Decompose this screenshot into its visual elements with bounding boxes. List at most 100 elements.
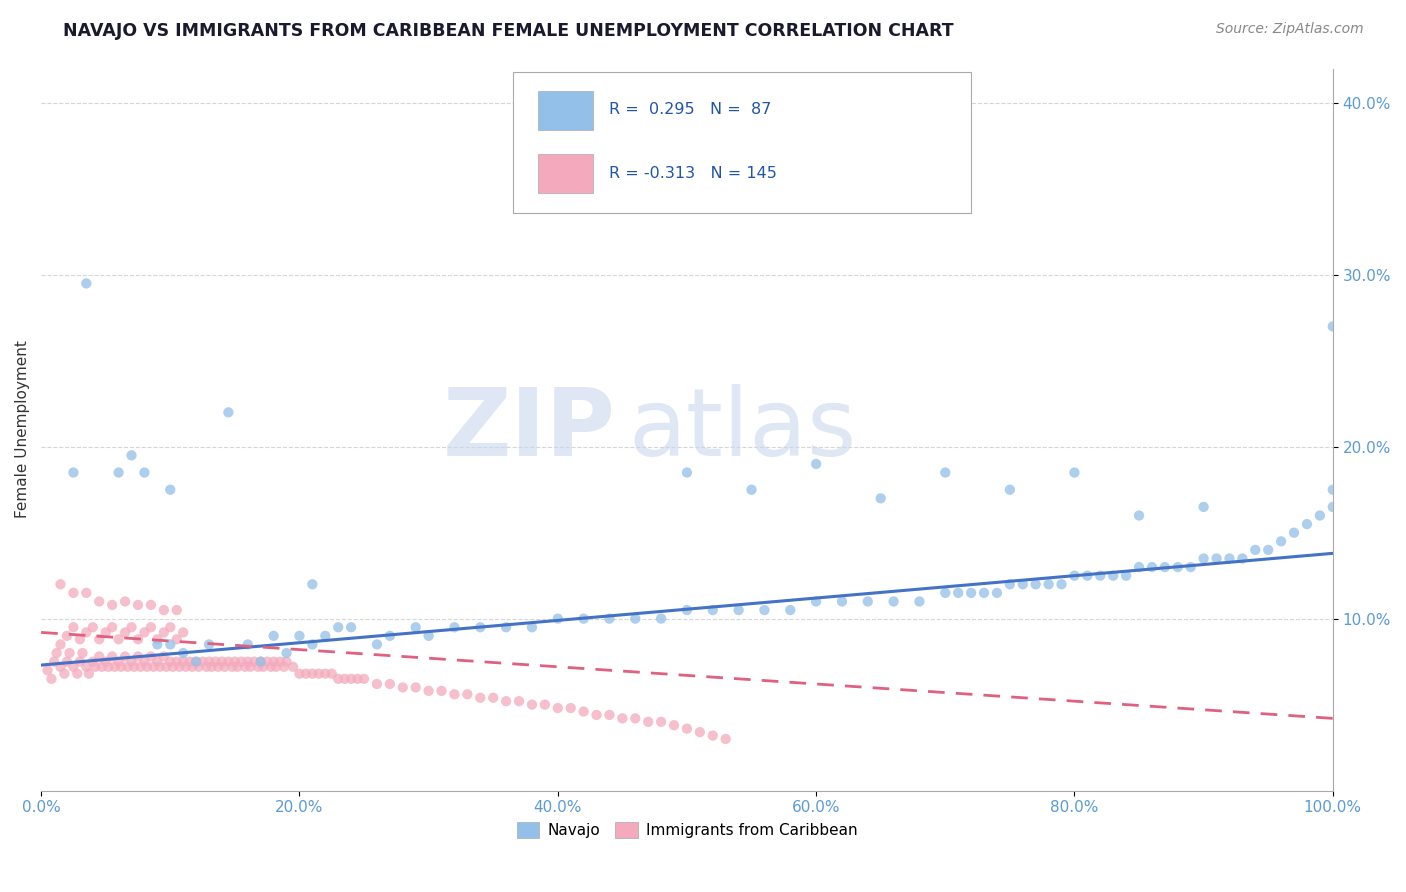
Point	[45, 646, 67, 660]
Point	[121, 655, 143, 669]
Point	[89, 594, 111, 608]
Point	[1038, 577, 1060, 591]
Point	[366, 637, 388, 651]
Point	[263, 629, 285, 643]
Point	[49, 637, 72, 651]
Point	[114, 625, 136, 640]
Point	[53, 666, 76, 681]
Point	[308, 666, 330, 681]
Point	[1192, 551, 1215, 566]
Point	[547, 612, 569, 626]
Point	[1153, 560, 1175, 574]
Point	[1192, 500, 1215, 514]
Point	[301, 666, 323, 681]
Point	[998, 577, 1021, 591]
Point	[702, 729, 724, 743]
Point	[233, 660, 256, 674]
Point	[1218, 551, 1240, 566]
Point	[217, 405, 239, 419]
Point	[94, 625, 117, 640]
Point	[321, 666, 343, 681]
Text: atlas: atlas	[628, 384, 858, 475]
Point	[139, 620, 162, 634]
Point	[482, 690, 505, 705]
Point	[172, 655, 194, 669]
Point	[263, 655, 285, 669]
Point	[637, 714, 659, 729]
Point	[288, 629, 311, 643]
Point	[689, 725, 711, 739]
Point	[146, 632, 169, 647]
Point	[998, 483, 1021, 497]
Point	[66, 666, 89, 681]
Point	[714, 731, 737, 746]
Point	[378, 677, 401, 691]
Point	[598, 707, 620, 722]
Point	[301, 577, 323, 591]
Point	[97, 660, 120, 674]
Point	[172, 646, 194, 660]
Point	[1128, 560, 1150, 574]
Point	[1076, 568, 1098, 582]
Point	[62, 660, 84, 674]
Point	[405, 620, 427, 634]
Point	[166, 655, 188, 669]
Point	[174, 660, 197, 674]
Point	[366, 677, 388, 691]
Point	[129, 660, 152, 674]
Point	[1322, 319, 1344, 334]
Point	[1050, 577, 1073, 591]
Point	[107, 632, 129, 647]
Point	[62, 620, 84, 634]
Point	[75, 277, 97, 291]
Point	[166, 632, 188, 647]
Point	[62, 466, 84, 480]
FancyBboxPatch shape	[513, 72, 972, 213]
Point	[779, 603, 801, 617]
Point	[121, 448, 143, 462]
Point	[443, 620, 465, 634]
Point	[101, 620, 124, 634]
Point	[239, 660, 262, 674]
Point	[676, 722, 699, 736]
Point	[1167, 560, 1189, 574]
Point	[139, 598, 162, 612]
Point	[256, 655, 278, 669]
Point	[153, 649, 176, 664]
Point	[960, 586, 983, 600]
Point	[110, 660, 132, 674]
Point	[82, 655, 104, 669]
Point	[127, 598, 149, 612]
Point	[405, 681, 427, 695]
Point	[201, 660, 224, 674]
Point	[560, 701, 582, 715]
Point	[973, 586, 995, 600]
Point	[243, 655, 266, 669]
Text: R =  0.295   N =  87: R = 0.295 N = 87	[609, 103, 772, 117]
Point	[314, 629, 336, 643]
Point	[572, 612, 595, 626]
Point	[49, 660, 72, 674]
Point	[249, 655, 271, 669]
Point	[181, 660, 204, 674]
Point	[72, 646, 94, 660]
Point	[142, 660, 165, 674]
Point	[172, 625, 194, 640]
Point	[1296, 517, 1319, 532]
Point	[107, 655, 129, 669]
Point	[121, 620, 143, 634]
Point	[456, 687, 478, 701]
Point	[207, 660, 229, 674]
Point	[934, 466, 956, 480]
Point	[495, 694, 517, 708]
Point	[269, 655, 291, 669]
Point	[136, 660, 159, 674]
Point	[1282, 525, 1305, 540]
Point	[153, 603, 176, 617]
Point	[75, 586, 97, 600]
Point	[650, 714, 672, 729]
Point	[114, 594, 136, 608]
Point	[58, 646, 80, 660]
Point	[1011, 577, 1033, 591]
Point	[75, 660, 97, 674]
